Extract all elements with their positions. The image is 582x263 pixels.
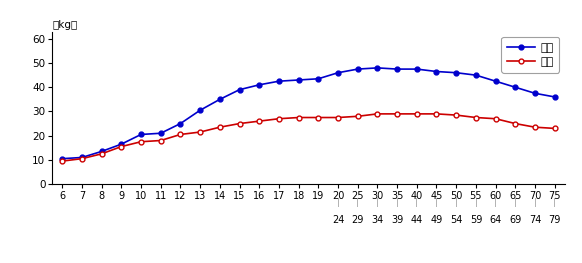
Text: |: | [435, 198, 438, 207]
Text: |: | [356, 198, 359, 207]
女子 [295, 116, 302, 119]
Text: |: | [337, 198, 339, 207]
男子 [217, 98, 223, 101]
男子 [79, 156, 86, 159]
女子 [98, 152, 105, 155]
女子 [236, 122, 243, 125]
Text: |: | [455, 198, 457, 207]
男子 [413, 68, 420, 71]
Text: 64: 64 [489, 215, 502, 225]
男子 [295, 78, 302, 82]
女子 [512, 122, 519, 125]
男子 [197, 109, 204, 112]
男子 [236, 88, 243, 91]
男子 [137, 133, 144, 136]
女子 [413, 112, 420, 115]
女子 [453, 114, 460, 117]
女子 [197, 130, 204, 134]
Text: 54: 54 [450, 215, 462, 225]
女子 [118, 145, 125, 148]
Text: |: | [376, 198, 379, 207]
女子 [374, 112, 381, 115]
Text: 69: 69 [509, 215, 521, 225]
Text: 24: 24 [332, 215, 344, 225]
男子 [374, 66, 381, 69]
女子 [551, 127, 558, 130]
女子 [531, 126, 538, 129]
Text: （kg）: （kg） [52, 20, 77, 30]
Text: |: | [553, 198, 556, 207]
男子 [393, 68, 400, 71]
Text: 39: 39 [391, 215, 403, 225]
Text: 79: 79 [548, 215, 561, 225]
男子 [473, 74, 480, 77]
男子 [275, 80, 282, 83]
女子 [177, 133, 184, 136]
男子 [315, 77, 322, 80]
Text: |: | [514, 198, 517, 207]
男子 [98, 150, 105, 153]
女子 [473, 116, 480, 119]
女子 [217, 126, 223, 129]
女子 [79, 157, 86, 160]
Text: |: | [474, 198, 477, 207]
男子 [335, 71, 342, 74]
Text: 29: 29 [352, 215, 364, 225]
Text: 59: 59 [470, 215, 482, 225]
男子 [492, 80, 499, 83]
男子 [255, 83, 262, 87]
女子 [393, 112, 400, 115]
Text: |: | [494, 198, 497, 207]
Line: 女子: 女子 [60, 112, 557, 164]
女子 [492, 117, 499, 120]
女子 [59, 160, 66, 163]
女子 [137, 140, 144, 143]
男子 [531, 92, 538, 95]
女子 [275, 117, 282, 120]
女子 [315, 116, 322, 119]
女子 [433, 112, 440, 115]
女子 [255, 120, 262, 123]
男子 [157, 132, 164, 135]
Line: 男子: 男子 [60, 65, 557, 161]
男子 [177, 122, 184, 125]
Text: |: | [534, 198, 536, 207]
Text: |: | [416, 198, 418, 207]
男子 [551, 95, 558, 99]
Legend: 男子, 女子: 男子, 女子 [501, 37, 559, 73]
男子 [118, 143, 125, 146]
Text: 49: 49 [430, 215, 443, 225]
女子 [335, 116, 342, 119]
男子 [433, 70, 440, 73]
男子 [453, 71, 460, 74]
男子 [354, 68, 361, 71]
男子 [512, 86, 519, 89]
女子 [354, 115, 361, 118]
男子 [59, 157, 66, 160]
Text: 34: 34 [371, 215, 384, 225]
Text: |: | [396, 198, 399, 207]
Text: 44: 44 [411, 215, 423, 225]
Text: 74: 74 [529, 215, 541, 225]
女子 [157, 139, 164, 142]
